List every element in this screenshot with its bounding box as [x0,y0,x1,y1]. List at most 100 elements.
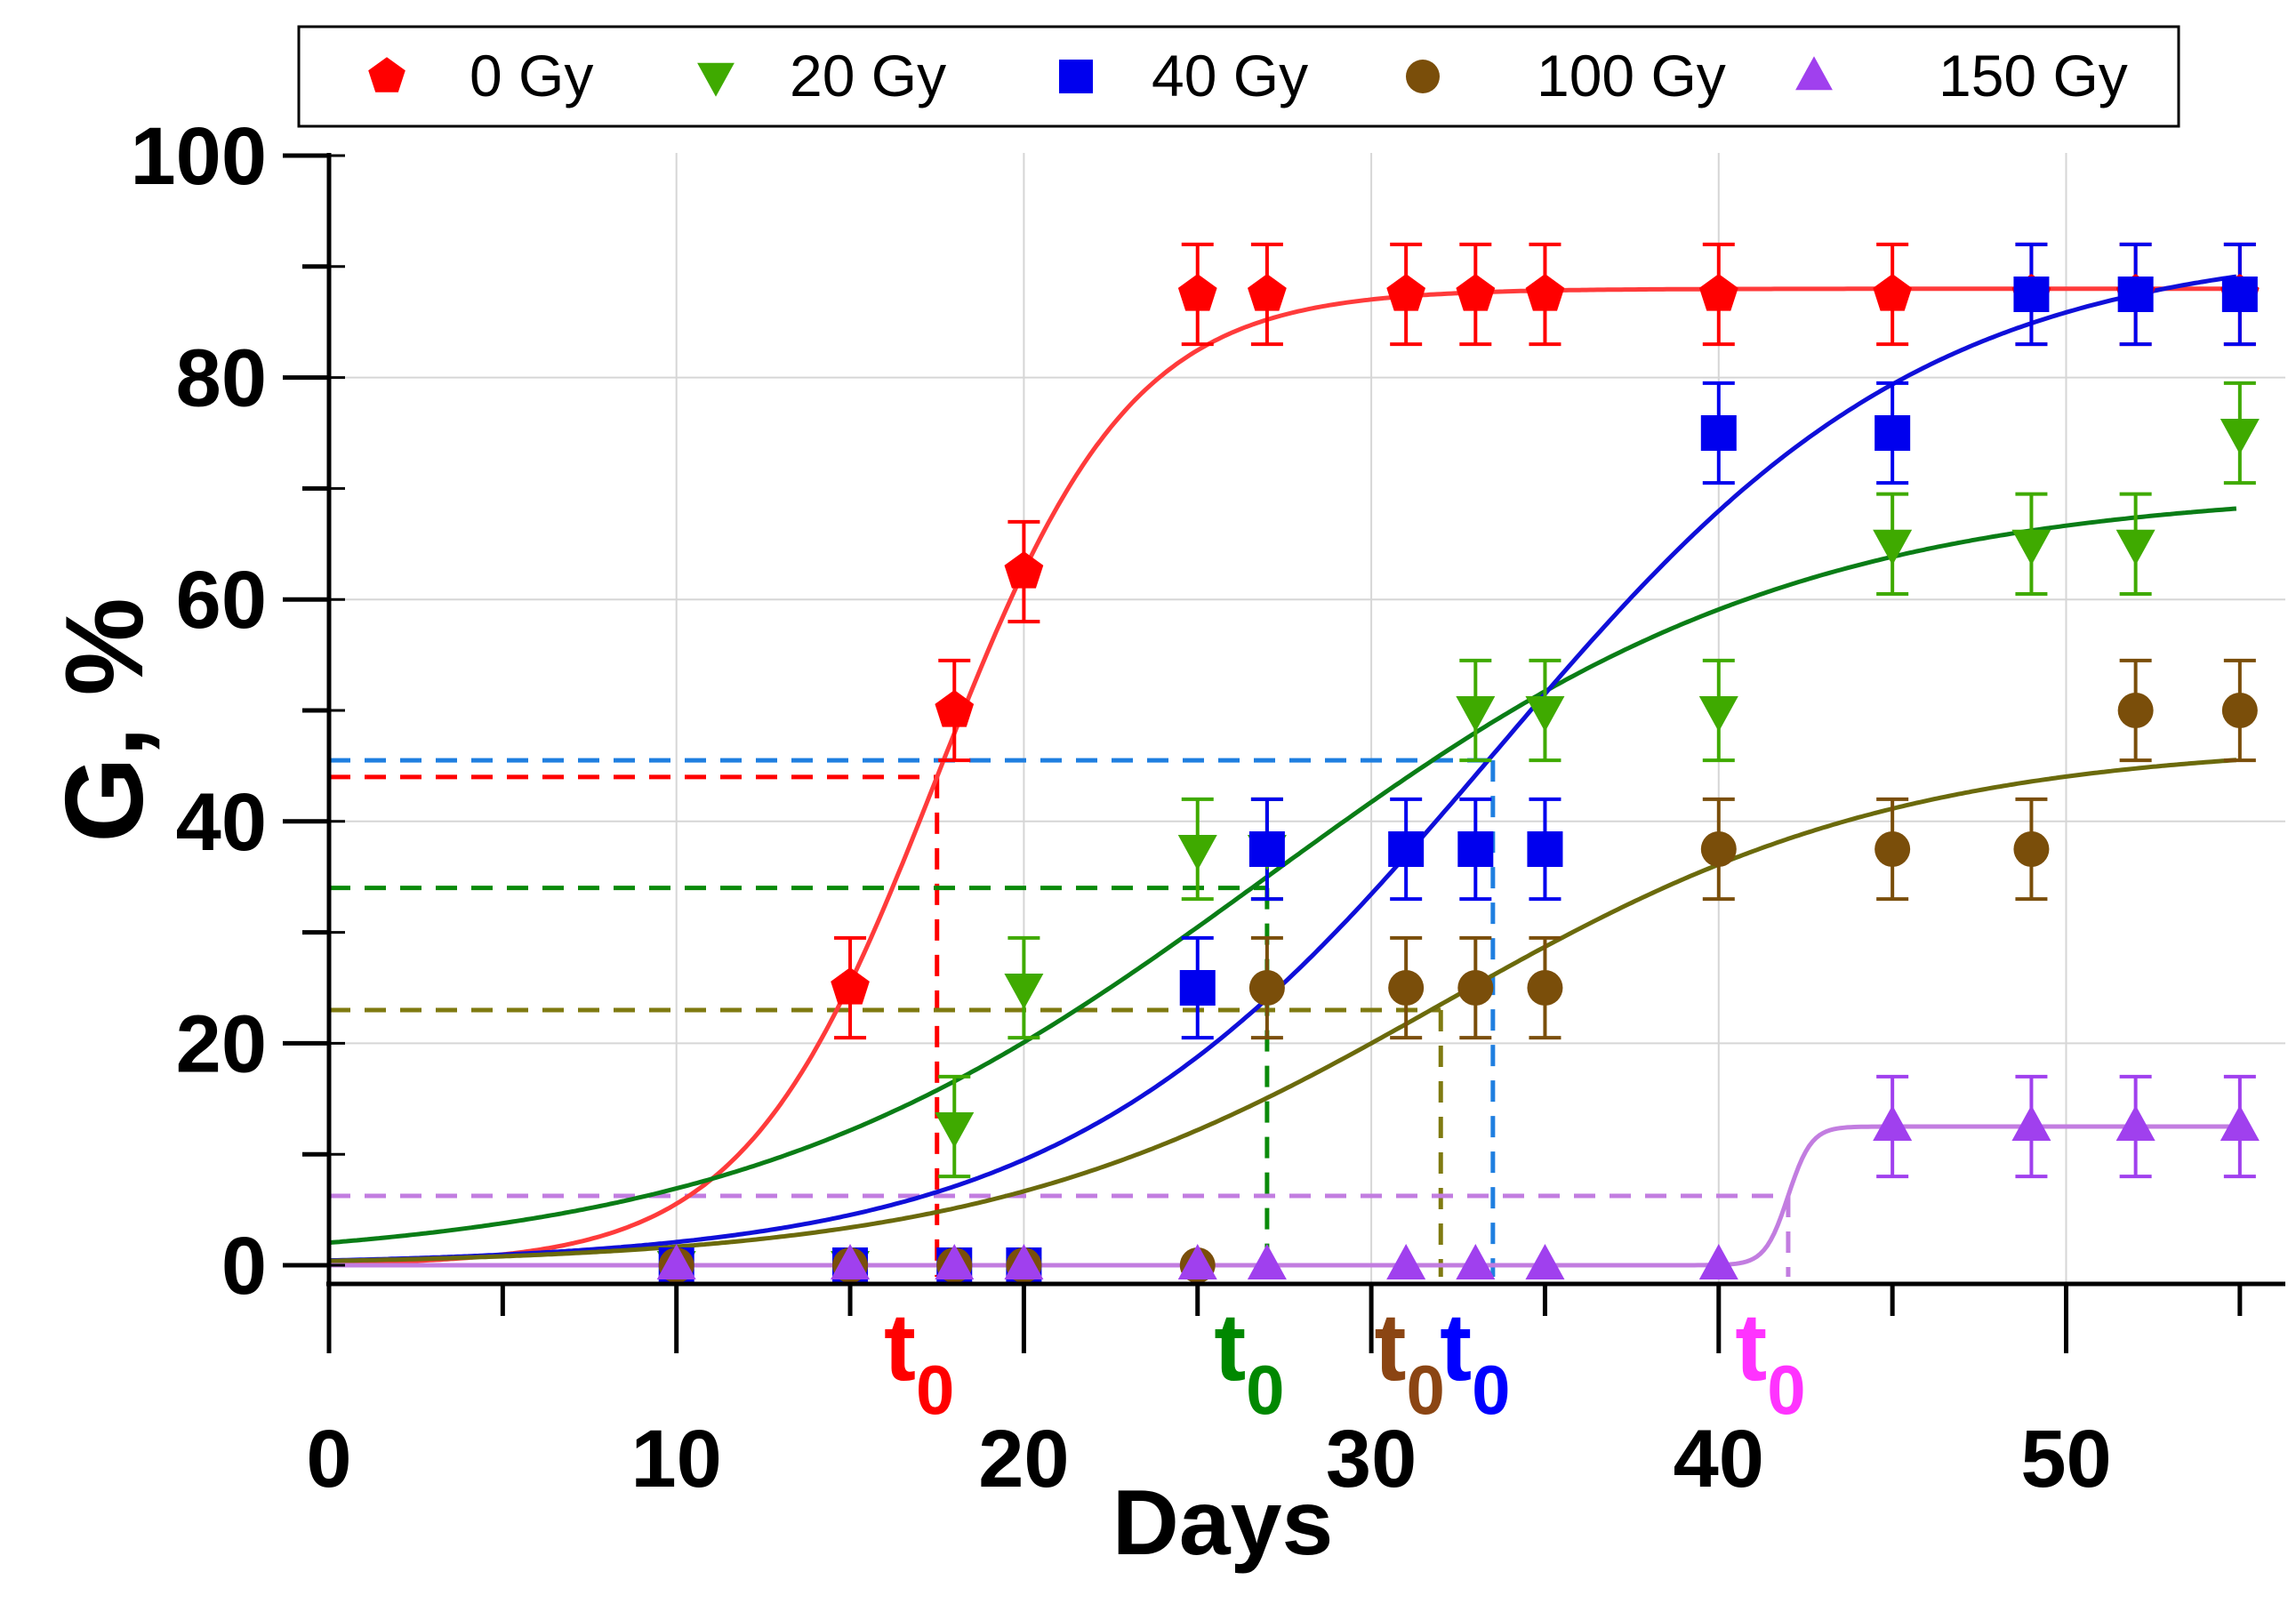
t0-label-main: t [884,1293,916,1400]
fit-curves [328,274,2237,1268]
marker-square [1457,831,1494,867]
x-tick-label: 50 [2020,1414,2111,1504]
t0-label-sub: 0 [1472,1351,1510,1429]
marker-pentagon [1456,274,1496,311]
y-tick-label: 0 [221,1221,267,1311]
marker-triangle-down [1525,696,1565,732]
x-tick-label: 0 [306,1414,351,1504]
marker-pentagon [1873,274,1912,311]
x-tick-label: 30 [1326,1414,1417,1504]
x-axis-label: Days [1112,1472,1334,1575]
axes [283,153,2285,1353]
marker-circle [2221,693,2258,728]
x-tick-label: 40 [1674,1414,1764,1504]
marker-circle [1388,970,1425,1006]
marker-triangle-up [2011,1105,2051,1141]
marker-square [1700,415,1737,451]
marker-pentagon [935,690,975,727]
marker-circle [1406,60,1440,93]
marker-triangle-up [2115,1105,2156,1141]
marker-triangle-down [2011,529,2051,565]
y-tick-label: 100 [131,111,268,202]
marker-square [1179,970,1216,1006]
marker-circle [2117,693,2154,728]
marker-triangle-down [1456,696,1496,732]
t0-label: t0 [1214,1293,1284,1429]
fit-curve [329,1124,2236,1268]
x-tick-label: 10 [631,1414,722,1504]
marker-triangle-up [1698,1244,1738,1279]
legend-box [297,25,2180,128]
legend-label: 100 Gy [1537,43,1726,108]
fit-curve [328,286,2236,1266]
tick-labels: 0 10 20 30 40 50 0 20 40 60 80 100 [131,111,2112,1504]
marker-triangle-down [2115,529,2156,565]
marker-pentagon [1525,274,1565,311]
legend-label: 0 Gy [470,43,593,108]
marker-triangle-down [2220,419,2260,454]
marker-circle [1248,970,1285,1006]
t0-label: t0 [1440,1293,1510,1429]
y-tick-label: 20 [176,998,267,1089]
marker-triangle-down [1004,974,1044,1009]
marker-triangle-down [1698,696,1738,732]
marker-triangle-up [1456,1244,1496,1279]
fit-curve [328,506,2237,1246]
marker-triangle-up [1525,1244,1565,1279]
marker-triangle-up [1873,1105,1913,1141]
legend-label: 40 Gy [1152,43,1308,108]
t0-label-sub: 0 [1407,1351,1445,1429]
marker-circle [1457,970,1494,1006]
t0-label: t0 [1735,1293,1805,1429]
x-tick-label: 20 [978,1414,1069,1504]
marker-pentagon [1698,274,1738,311]
legend-label: 20 Gy [790,43,946,108]
y-tick-label: 60 [176,555,267,646]
legend-label: 150 Gy [1939,43,2128,108]
marker-triangle-up [1247,1244,1287,1279]
marker-pentagon [831,967,870,1005]
legend: 0 Gy 20 Gy 40 Gy 100 Gy 150 Gy [297,25,2180,128]
t0-label-sub: 0 [1767,1351,1805,1429]
y-axis-label: G, % [44,597,166,843]
t0-label-main: t [1214,1293,1246,1400]
t0-label-sub: 0 [1246,1351,1284,1429]
marker-triangle-up [1177,1244,1217,1279]
marker-circle [1700,831,1737,867]
marker-triangle-up [1004,1244,1044,1279]
marker-pentagon [1004,551,1044,589]
marker-square [1059,60,1093,93]
marker-triangle-up [2220,1105,2260,1141]
y-tick-label: 40 [176,777,267,868]
marker-triangle-down [1177,835,1217,870]
marker-square [1388,831,1425,867]
marker-pentagon [368,57,405,92]
marker-square [2013,277,2050,312]
t0-label-main: t [1375,1293,1407,1400]
marker-triangle-up [831,1244,871,1279]
marker-pentagon [1248,274,1287,311]
marker-triangle-up [1795,56,1833,91]
marker-triangle-down [1873,529,1913,565]
t0-label-sub: 0 [916,1351,954,1429]
marker-circle [1527,970,1563,1006]
t0-label: t0 [884,1293,954,1429]
marker-triangle-down [697,62,735,97]
marker-pentagon [1386,274,1425,311]
t0-label: t0 [1375,1293,1445,1429]
y-tick-label: 80 [176,333,267,424]
grid [329,153,2285,1284]
fit-curve [328,758,2237,1263]
marker-triangle-up [1386,1244,1426,1279]
marker-square [2117,277,2154,312]
marker-triangle-up [935,1244,975,1279]
marker-square [2221,277,2258,312]
marker-square [1248,831,1285,867]
marker-circle [1875,831,1911,867]
data-markers [656,274,2260,1287]
marker-pentagon [1177,274,1217,311]
fit-curve [328,274,2237,1263]
marker-triangle-down [935,1112,975,1148]
